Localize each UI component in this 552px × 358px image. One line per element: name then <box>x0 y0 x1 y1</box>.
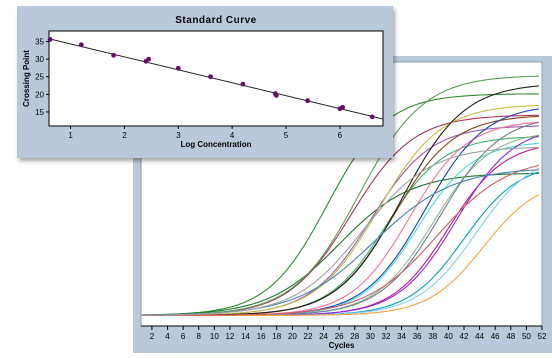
x-tick-label: 26 <box>335 332 344 341</box>
x-tick-label: 1 <box>68 131 73 140</box>
y-tick-label: 30 <box>35 55 44 64</box>
x-tick-label: 20 <box>288 332 297 341</box>
x-tick-label: 44 <box>475 332 484 341</box>
data-point-7 <box>208 74 214 80</box>
data-point-3 <box>111 52 117 58</box>
x-tick-label: 28 <box>350 332 359 341</box>
y-tick-label: 35 <box>35 38 44 47</box>
x-tick-label: 38 <box>428 332 437 341</box>
x-tick-label: 3 <box>176 131 181 140</box>
standard-curve-panel: Standard Curve 15 20 25 30 35 1 2 3 4 5 6 Log Concen… <box>17 6 393 158</box>
standard-curve-chart: Standard Curve 15 20 25 30 35 1 2 3 4 5 6 Log Concen… <box>22 15 384 149</box>
x-tick-label: 14 <box>241 332 250 341</box>
data-point-11 <box>305 98 310 104</box>
x-tick-label: 16 <box>257 332 266 341</box>
chart-title: Standard Curve <box>175 15 256 26</box>
regression-line <box>48 38 384 120</box>
x-tick-label: 2 <box>150 332 155 341</box>
x-tick-label: 40 <box>444 332 453 341</box>
data-point-5 <box>146 56 152 62</box>
data-point-8 <box>240 81 246 87</box>
data-point-10 <box>273 92 279 98</box>
x-tick-label: 48 <box>506 332 515 341</box>
x-tick-label: 32 <box>382 332 391 341</box>
x-axis-title: Cycles <box>329 341 355 350</box>
y-tick-label: 20 <box>35 90 44 99</box>
x-axis-title: Log Concentration <box>180 140 251 149</box>
x-tick-label: 34 <box>397 332 406 341</box>
x-tick-label: 52 <box>538 332 547 341</box>
x-tick-label: 22 <box>304 332 313 341</box>
x-tick-label: 2 <box>122 131 127 140</box>
y-tick-label: 25 <box>35 73 44 82</box>
x-tick-label: 46 <box>491 332 500 341</box>
data-point-6 <box>175 65 181 71</box>
curve-group <box>141 75 540 316</box>
x-tick-label: 12 <box>225 332 234 341</box>
x-tick-label: 30 <box>366 332 375 341</box>
data-point-13 <box>340 104 345 110</box>
x-tick-label: 4 <box>165 332 170 341</box>
x-tick-label: 42 <box>460 332 469 341</box>
amplification-curve-1 <box>141 93 539 316</box>
x-tick-label: 18 <box>272 332 281 341</box>
amplification-curve-2 <box>141 172 539 316</box>
y-axis-title: Crossing Point <box>22 50 31 107</box>
x-tick-label: 5 <box>284 131 289 140</box>
x-tick-label: 8 <box>197 332 202 341</box>
data-point-14 <box>369 114 375 120</box>
data-point-1 <box>47 37 53 42</box>
x-tick-label: 6 <box>181 332 186 341</box>
x-tick-label: 6 <box>338 131 343 140</box>
x-tick-label: 50 <box>522 332 531 341</box>
amplification-curve-20 <box>141 164 540 316</box>
x-tick-label: 24 <box>319 332 328 341</box>
y-tick-label: 15 <box>35 108 44 117</box>
data-point-2 <box>78 42 84 48</box>
x-tick-label: 10 <box>210 332 219 341</box>
amplification-curve-22 <box>141 146 539 316</box>
x-tick-label: 36 <box>413 332 422 341</box>
x-tick-label: 4 <box>230 131 235 140</box>
